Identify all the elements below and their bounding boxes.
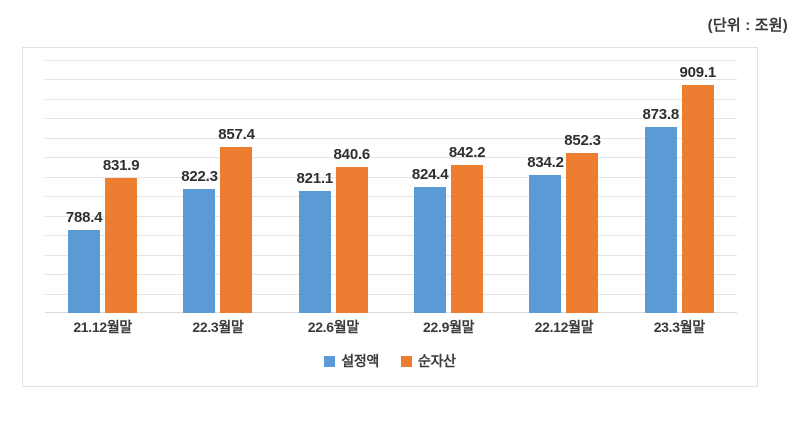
bars-holder: 824.4 842.2 bbox=[391, 60, 506, 313]
gridline bbox=[45, 118, 737, 119]
bar-설정액[interactable] bbox=[68, 230, 101, 313]
category-label-2: 22.6월말 bbox=[307, 319, 360, 335]
bar-column: 822.3 bbox=[181, 60, 218, 313]
bar-순자산[interactable] bbox=[566, 153, 599, 313]
category-axis-labels: 21.12월말 22.3월말 22.6월말 22.9월말 22.12월말 23.3월말 bbox=[45, 317, 737, 337]
bar-column: 840.6 bbox=[333, 60, 371, 313]
bar-value-label: 788.4 bbox=[65, 209, 103, 226]
legend-item-설정액[interactable]: 설정액 bbox=[324, 351, 379, 371]
bar-value-label: 824.4 bbox=[411, 166, 449, 183]
legend-item-순자산[interactable]: 순자산 bbox=[401, 351, 456, 371]
category-label-0: 21.12월말 bbox=[73, 319, 133, 335]
gridline bbox=[45, 216, 737, 217]
category-label-1: 22.3월말 bbox=[192, 319, 244, 335]
gridline bbox=[45, 274, 737, 275]
gridline bbox=[45, 235, 737, 236]
bar-순자산[interactable] bbox=[451, 165, 484, 313]
bar-column: 873.8 bbox=[642, 60, 680, 313]
bar-value-label: 831.9 bbox=[102, 157, 140, 174]
bar-groups: 788.4 831.9 822.3 857.4 821.1 840.6 824.4 842.2… bbox=[45, 60, 737, 313]
bar-column: 831.9 bbox=[102, 60, 140, 313]
bar-value-label: 873.8 bbox=[642, 106, 680, 123]
bar-value-label: 857.4 bbox=[218, 126, 255, 143]
bar-순자산[interactable] bbox=[220, 147, 253, 313]
bar-설정액[interactable] bbox=[414, 187, 447, 313]
gridline bbox=[45, 99, 737, 100]
gridline bbox=[45, 196, 737, 197]
bar-column: 909.1 bbox=[679, 60, 717, 313]
chart-frame: 788.4 831.9 822.3 857.4 821.1 840.6 824.4 842.2… bbox=[22, 47, 758, 387]
bar-group: 834.2 852.3 bbox=[506, 60, 621, 313]
bar-group: 873.8 909.1 bbox=[622, 60, 737, 313]
x-axis-line bbox=[45, 312, 737, 313]
bar-순자산[interactable] bbox=[681, 85, 714, 313]
bar-column: 834.2 bbox=[527, 60, 564, 313]
bar-설정액[interactable] bbox=[529, 175, 562, 313]
bar-column: 842.2 bbox=[448, 60, 486, 313]
bars-holder: 834.2 852.3 bbox=[506, 60, 621, 313]
bars-holder: 873.8 909.1 bbox=[622, 60, 737, 313]
plot-area: 788.4 831.9 822.3 857.4 821.1 840.6 824.4 842.2… bbox=[45, 60, 737, 313]
bars-holder: 821.1 840.6 bbox=[276, 60, 391, 313]
legend-label: 설정액 bbox=[341, 353, 379, 369]
legend-label: 순자산 bbox=[418, 353, 456, 369]
gridline bbox=[45, 255, 737, 256]
bar-설정액[interactable] bbox=[183, 189, 216, 313]
gridline bbox=[45, 79, 737, 80]
category-label-4: 22.12월말 bbox=[534, 319, 594, 335]
bar-column: 821.1 bbox=[296, 60, 334, 313]
bar-column: 852.3 bbox=[564, 60, 601, 313]
category-label-3: 22.9월말 bbox=[423, 319, 475, 335]
bar-value-label: 822.3 bbox=[181, 168, 218, 185]
bar-value-label: 821.1 bbox=[296, 170, 334, 187]
bar-value-label: 909.1 bbox=[679, 64, 717, 81]
bar-group: 788.4 831.9 bbox=[45, 60, 160, 313]
bar-column: 824.4 bbox=[411, 60, 449, 313]
legend-swatch-icon bbox=[324, 355, 336, 367]
bar-value-label: 842.2 bbox=[448, 144, 486, 161]
bars-holder: 822.3 857.4 bbox=[160, 60, 275, 313]
bar-value-label: 834.2 bbox=[527, 154, 564, 171]
bar-group: 824.4 842.2 bbox=[391, 60, 506, 313]
gridline bbox=[45, 157, 737, 158]
gridline bbox=[45, 294, 737, 295]
bar-순자산[interactable] bbox=[105, 178, 138, 313]
gridline bbox=[45, 138, 737, 139]
bar-column: 788.4 bbox=[65, 60, 103, 313]
bar-group: 822.3 857.4 bbox=[160, 60, 275, 313]
gridline bbox=[45, 177, 737, 178]
bars-holder: 788.4 831.9 bbox=[45, 60, 160, 313]
legend-swatch-icon bbox=[401, 355, 412, 367]
bar-설정액[interactable] bbox=[298, 191, 331, 313]
unit-caption: (단위 : 조원) bbox=[707, 17, 788, 34]
bar-column: 857.4 bbox=[218, 60, 255, 313]
bar-설정액[interactable] bbox=[644, 127, 677, 313]
category-label-5: 23.3월말 bbox=[653, 319, 706, 335]
bar-value-label: 852.3 bbox=[564, 132, 601, 149]
chart-legend: 설정액 순자산 bbox=[23, 351, 757, 371]
bar-group: 821.1 840.6 bbox=[276, 60, 391, 313]
bar-순자산[interactable] bbox=[335, 167, 368, 313]
bar-value-label: 840.6 bbox=[333, 146, 371, 163]
gridline bbox=[45, 60, 737, 61]
